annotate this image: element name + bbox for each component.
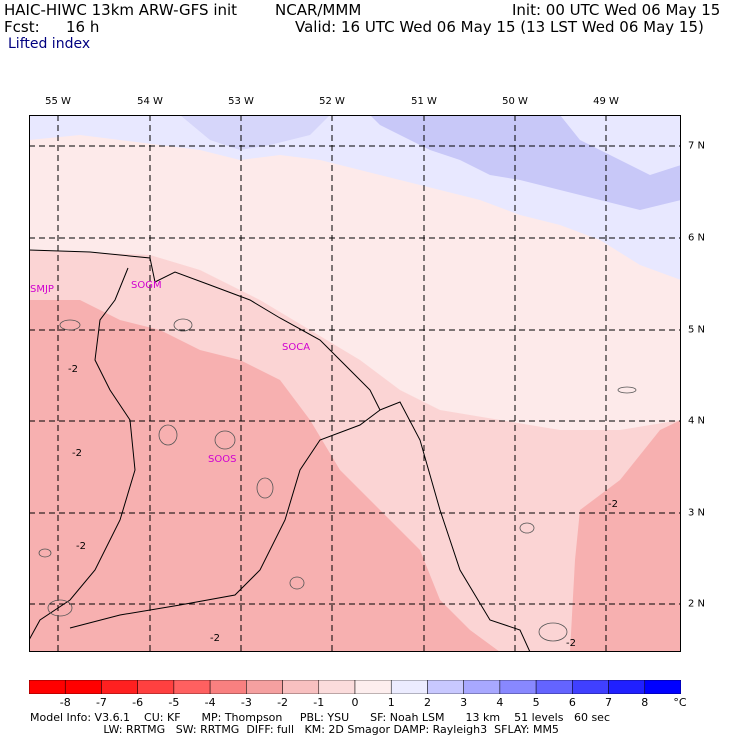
colorbar-swatch: [572, 680, 609, 694]
lon-label: 53 W: [228, 96, 254, 107]
colorbar-tick-label: -8: [59, 696, 71, 709]
lon-label: 49 W: [593, 96, 619, 107]
lon-label: 51 W: [411, 96, 437, 107]
contour-label: -2: [210, 633, 220, 644]
colorbar-tick-label: 8: [641, 696, 649, 709]
field-name: Lifted index: [8, 36, 91, 52]
colorbar: [29, 680, 681, 694]
colorbar-tick-label: 6: [568, 696, 576, 709]
colorbar-tick-label: 1: [387, 696, 395, 709]
contour-label: -2: [72, 448, 82, 459]
lon-label: 55 W: [45, 96, 71, 107]
colorbar-tick-label: -1: [313, 696, 325, 709]
border-east: [69, 409, 381, 629]
lat-label: 4 N: [688, 415, 706, 427]
init-time: Init: 00 UTC Wed 06 May 15: [512, 1, 721, 19]
contours: [38, 318, 637, 642]
colorbar-tick-label: -5: [168, 696, 180, 709]
lat-label: 2 N: [688, 598, 706, 610]
lon-label: 50 W: [502, 96, 528, 107]
border-west: [29, 267, 136, 641]
model-info-line1: Model Info: V3.6.1 CU: KF MP: Thompson P…: [30, 711, 610, 724]
org-label: NCAR/MMM: [275, 1, 362, 19]
colorbar-swatch: [463, 680, 501, 694]
colorbar-swatch: [64, 680, 102, 694]
colorbar-swatch: [101, 680, 138, 694]
contour-label: -2: [566, 638, 576, 649]
unstable-region-east: [570, 420, 681, 652]
model-title: HAIC-HIWC 13km ARW-GFS init: [4, 1, 238, 19]
contour-label: -2: [76, 541, 86, 552]
colorbar-swatch: [173, 680, 211, 694]
coastline: [29, 249, 531, 652]
colorbar-swatch: [282, 680, 320, 694]
lifted-index-map: -2 -2 -2 -2 -2 -2 SMJP SOGM SOCA SOOS: [29, 115, 681, 652]
colorbar-swatch: [535, 680, 573, 694]
colorbar-tick-label: 0: [351, 696, 359, 709]
colorbar-tick-label: 3: [460, 696, 468, 709]
colorbar-swatch: [137, 680, 175, 694]
colorbar-tick-label: 5: [532, 696, 540, 709]
colorbar-tick-label: -7: [95, 696, 107, 709]
colorbar-swatch: [246, 680, 283, 694]
colorbar-tick-label: -3: [240, 696, 252, 709]
station-label-sogm: SOGM: [131, 280, 162, 291]
unstable-region-strong: [29, 300, 500, 652]
stable-region-blue-west: [180, 115, 330, 150]
colorbar-swatch: [318, 680, 356, 694]
lat-label: 3 N: [688, 507, 706, 519]
colorbar-swatch: [499, 680, 537, 694]
colorbar-tick-label: -4: [204, 696, 216, 709]
colorbar-tick-label: 2: [423, 696, 431, 709]
colorbar-swatch: [354, 680, 392, 694]
stable-region-blue: [370, 115, 681, 210]
station-label-smjp: SMJP: [30, 284, 54, 295]
valid-time: Valid: 16 UTC Wed 06 May 15 (13 LST Wed …: [295, 18, 704, 36]
lat-label: 7 N: [688, 140, 706, 152]
colorbar-tick-label: 4: [496, 696, 504, 709]
station-label-soos: SOOS: [208, 454, 236, 465]
colorbar-tick-label: -2: [277, 696, 289, 709]
map-frame: [29, 115, 681, 652]
colorbar-tick-label: -6: [132, 696, 144, 709]
lon-label: 54 W: [137, 96, 163, 107]
colorbar-swatch: [644, 680, 681, 694]
model-info-line2: LW: RRTMG SW: RRTMG DIFF: full KM: 2D Sm…: [30, 723, 559, 736]
colorbar-swatch: [390, 680, 428, 694]
forecast-hour: 16 h: [66, 18, 100, 36]
colorbar-swatch: [427, 680, 464, 694]
lat-label: 5 N: [688, 324, 706, 336]
graticule: [29, 115, 681, 652]
contour-label: -2: [68, 364, 78, 375]
contour-label: -2: [608, 499, 618, 510]
colorbar-unit: °C: [673, 696, 687, 709]
station-label-soca: SOCA: [282, 342, 310, 353]
forecast-label: Fcst:: [4, 18, 40, 36]
lon-label: 52 W: [319, 96, 345, 107]
colorbar-swatch: [209, 680, 247, 694]
colorbar-swatch: [608, 680, 646, 694]
colorbar-tick-label: 7: [605, 696, 613, 709]
colorbar-swatch: [29, 680, 66, 694]
lat-label: 6 N: [688, 232, 706, 244]
